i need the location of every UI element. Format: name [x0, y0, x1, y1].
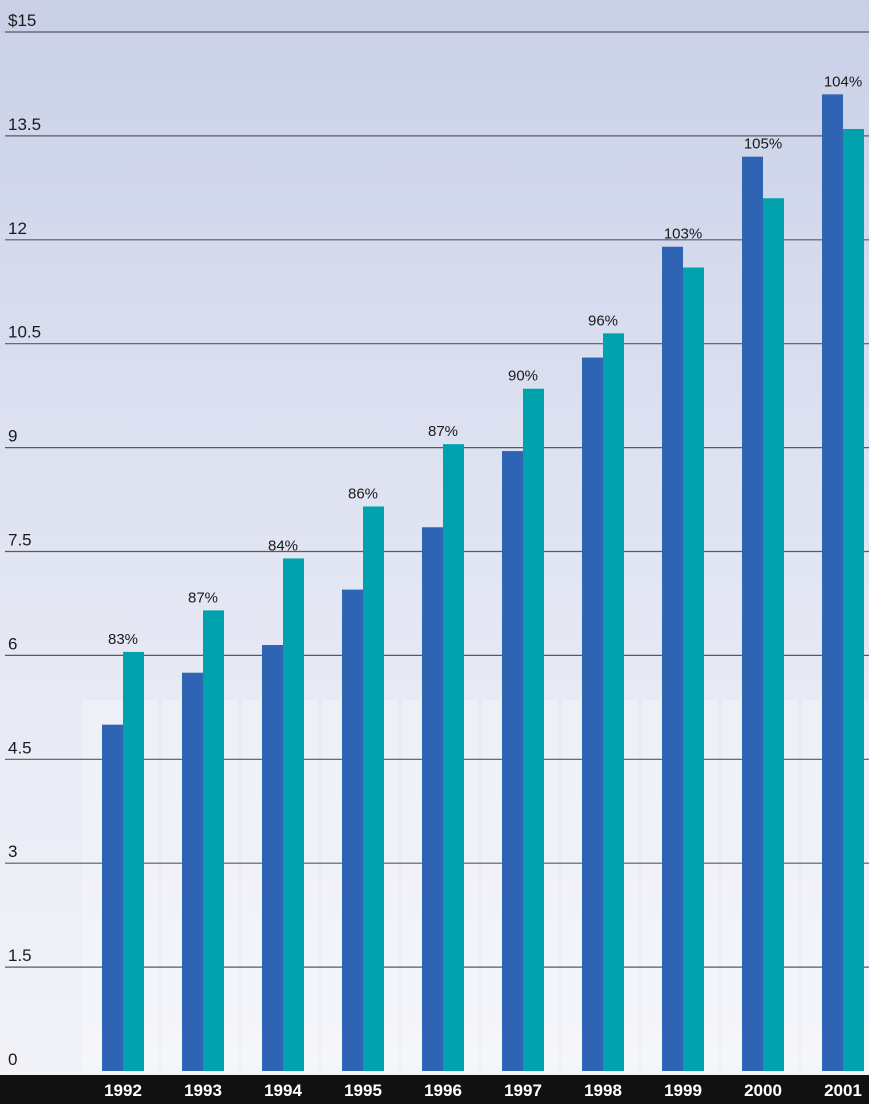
x-tick-label: 1994 — [264, 1081, 302, 1100]
x-tick-label: 1993 — [184, 1081, 222, 1100]
bar-series-1 — [822, 94, 843, 1072]
bar-series-1 — [182, 672, 203, 1071]
data-label: 87% — [428, 423, 458, 440]
bar-series-2 — [123, 651, 144, 1071]
data-label: 84% — [268, 537, 298, 554]
y-tick-label: 7.5 — [8, 531, 32, 550]
bar-series-2 — [603, 333, 624, 1071]
bar-series-2 — [443, 444, 464, 1071]
bar-series-2 — [683, 267, 704, 1071]
x-tick-label: 2000 — [744, 1081, 782, 1100]
y-tick-label: 12 — [8, 219, 27, 238]
bar-series-1 — [262, 645, 283, 1071]
data-label: 96% — [588, 312, 618, 329]
y-tick-label: 13.5 — [8, 115, 41, 134]
x-tick-label: 1995 — [344, 1081, 382, 1100]
bar-series-2 — [283, 558, 304, 1071]
y-tick-label: 10.5 — [8, 323, 41, 342]
y-tick-label: 3 — [8, 842, 17, 861]
x-tick-label: 1998 — [584, 1081, 622, 1100]
bar-series-2 — [523, 388, 544, 1071]
y-tick-label: 0 — [8, 1050, 17, 1069]
bar-series-1 — [422, 527, 443, 1071]
y-tick-label: 1.5 — [8, 946, 32, 965]
y-tick-label: 9 — [8, 427, 17, 446]
data-label: 103% — [664, 226, 702, 243]
x-tick-label: 1996 — [424, 1081, 462, 1100]
x-tick-label: 1999 — [664, 1081, 702, 1100]
bar-series-1 — [582, 357, 603, 1071]
data-label: 90% — [508, 368, 538, 385]
bar-series-1 — [662, 246, 683, 1071]
y-tick-label: 6 — [8, 634, 17, 653]
x-axis-band — [0, 1075, 869, 1104]
x-tick-label: 2001 — [824, 1081, 862, 1100]
bar-series-1 — [102, 724, 123, 1071]
bar-series-2 — [843, 128, 864, 1071]
data-label: 87% — [188, 589, 218, 606]
data-label: 105% — [744, 136, 782, 153]
y-tick-label: $15 — [8, 11, 36, 30]
x-tick-label: 1992 — [104, 1081, 142, 1100]
bar-series-1 — [742, 156, 763, 1071]
data-label: 83% — [108, 631, 138, 648]
data-label: 86% — [348, 485, 378, 502]
bar-series-2 — [203, 610, 224, 1071]
bar-series-1 — [502, 451, 523, 1071]
bar-series-2 — [763, 198, 784, 1072]
y-tick-label: 4.5 — [8, 738, 32, 757]
x-tick-label: 1997 — [504, 1081, 542, 1100]
bar-series-1 — [342, 589, 363, 1071]
bar-series-2 — [363, 506, 384, 1071]
data-label: 104% — [824, 73, 862, 90]
